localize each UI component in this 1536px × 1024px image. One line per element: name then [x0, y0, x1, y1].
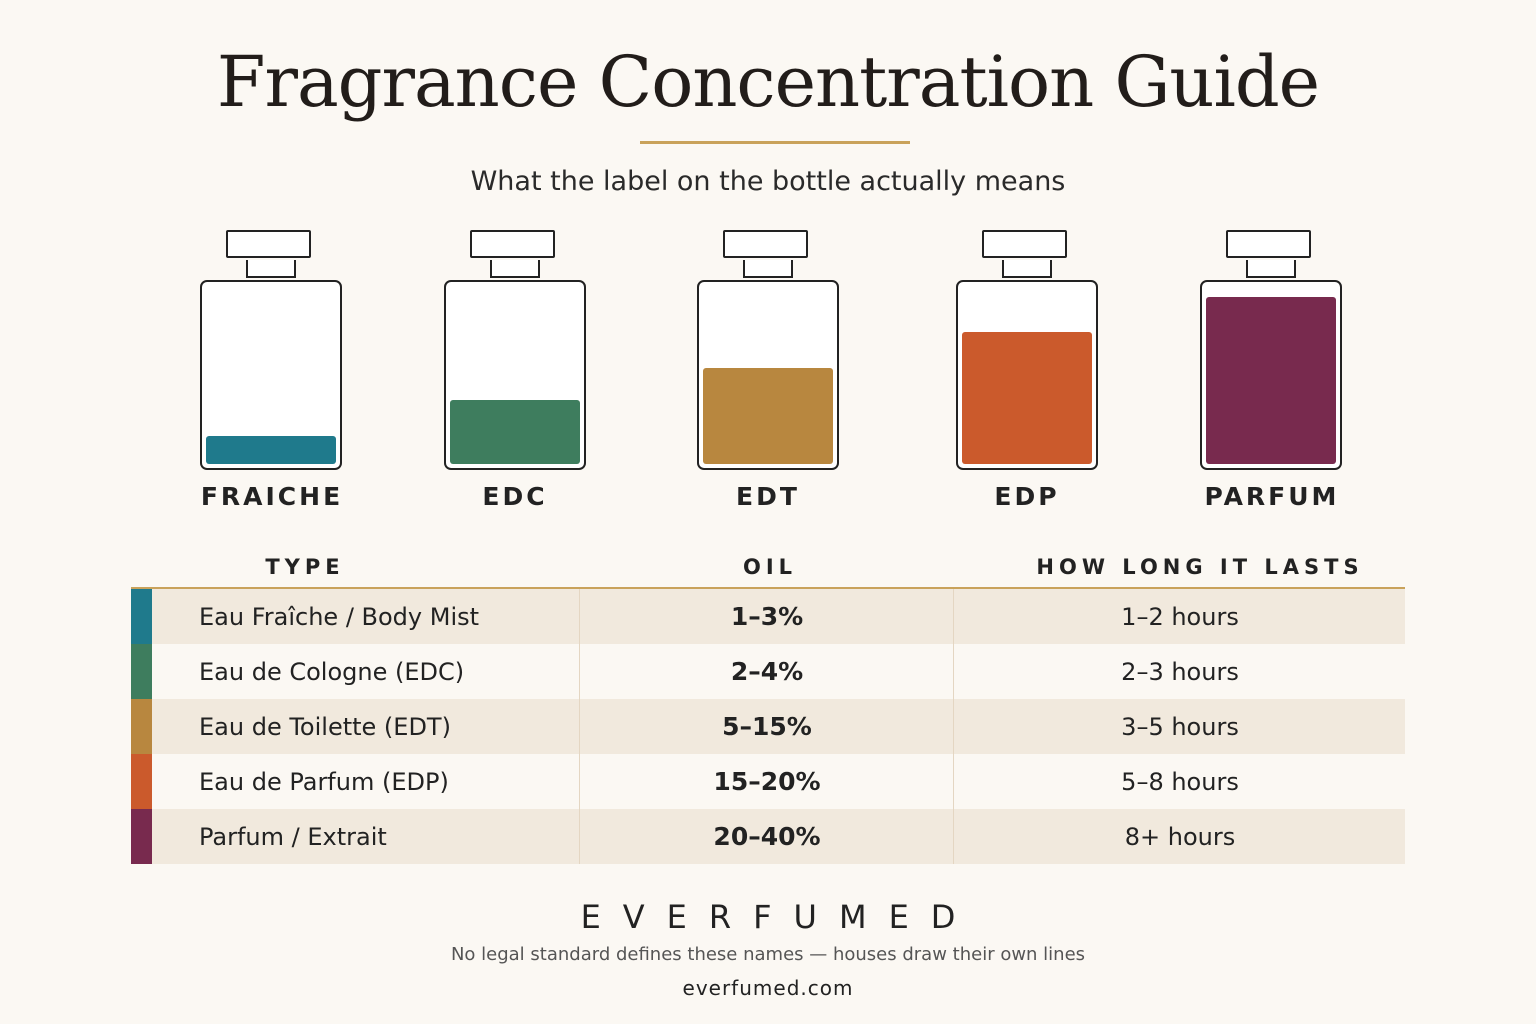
- footnote: No legal standard defines these names — …: [450, 944, 1086, 965]
- title-divider: [640, 141, 910, 144]
- cell-type: Parfum / Extrait: [199, 822, 387, 851]
- cell-type: Eau de Toilette (EDT): [199, 712, 451, 741]
- bottle-edc: [444, 230, 588, 470]
- table-row: Eau Fraîche / Body Mist 1–3% 1–2 hours: [131, 589, 1405, 644]
- bottle-cap: [226, 230, 311, 258]
- bottle-body: [697, 280, 839, 470]
- bottle-body: [444, 280, 586, 470]
- bottle-liquid: [962, 332, 1092, 464]
- cell-lasts: 1–2 hours: [953, 589, 1406, 644]
- bottle-parfum: [1200, 230, 1344, 470]
- cell-oil: 20–40%: [579, 809, 954, 864]
- bottle-neck: [1002, 260, 1052, 278]
- bottle-cap: [1226, 230, 1311, 258]
- bottle-body: [200, 280, 342, 470]
- bottle-neck: [1246, 260, 1296, 278]
- bottle-edt: [697, 230, 841, 470]
- bottle-label: FRAICHE: [200, 482, 344, 511]
- cell-lasts: 5–8 hours: [953, 754, 1406, 809]
- brand-wordmark: EVERFUMED: [580, 898, 978, 936]
- bottle-cap: [470, 230, 555, 258]
- cell-type: Eau de Cologne (EDC): [199, 657, 465, 686]
- column-header-type: TYPE: [265, 555, 345, 579]
- cell-oil: 5–15%: [579, 699, 954, 754]
- bottle-illustrations: FRAICHE EDC EDT EDP PARFUM: [200, 230, 1344, 511]
- color-swatch: [131, 754, 152, 809]
- color-swatch: [131, 699, 152, 754]
- page-title: Fragrance Concentration Guide: [216, 41, 1320, 123]
- cell-oil: 2–4%: [579, 644, 954, 699]
- color-swatch: [131, 644, 152, 699]
- bottle-neck: [246, 260, 296, 278]
- bottle-liquid: [450, 400, 580, 464]
- table-row: Parfum / Extrait 20–40% 8+ hours: [131, 809, 1405, 864]
- bottle-liquid: [1206, 297, 1336, 464]
- bottle-liquid: [206, 436, 336, 464]
- bottle-label: EDP: [994, 482, 1060, 511]
- table-row: Eau de Cologne (EDC) 2–4% 2–3 hours: [131, 644, 1405, 699]
- bottle-label: EDT: [736, 482, 800, 511]
- bottle-body: [956, 280, 1098, 470]
- bottle-label: PARFUM: [1204, 482, 1340, 511]
- bottle-cap: [982, 230, 1067, 258]
- cell-type: Eau Fraîche / Body Mist: [199, 602, 480, 631]
- table-header-rule: [131, 587, 1405, 589]
- color-swatch: [131, 809, 152, 864]
- concentration-table: Eau Fraîche / Body Mist 1–3% 1–2 hours E…: [131, 589, 1405, 864]
- cell-oil: 15–20%: [579, 754, 954, 809]
- site-link[interactable]: everfumed.com: [682, 976, 854, 1000]
- table-row: Eau de Toilette (EDT) 5–15% 3–5 hours: [131, 699, 1405, 754]
- bottle-liquid: [703, 368, 833, 464]
- bottle-label: EDC: [482, 482, 548, 511]
- cell-lasts: 8+ hours: [953, 809, 1406, 864]
- cell-lasts: 2–3 hours: [953, 644, 1406, 699]
- column-header-lasts: HOW LONG IT LASTS: [1036, 555, 1364, 579]
- bottle-edp: [956, 230, 1100, 470]
- page-subtitle: What the label on the bottle actually me…: [470, 166, 1066, 197]
- table-row: Eau de Parfum (EDP) 15–20% 5–8 hours: [131, 754, 1405, 809]
- bottle-neck: [490, 260, 540, 278]
- color-swatch: [131, 589, 152, 644]
- cell-oil: 1–3%: [579, 589, 954, 644]
- bottle-body: [1200, 280, 1342, 470]
- cell-lasts: 3–5 hours: [953, 699, 1406, 754]
- bottle-cap: [723, 230, 808, 258]
- bottle-neck: [743, 260, 793, 278]
- column-header-oil: OIL: [742, 555, 798, 579]
- cell-type: Eau de Parfum (EDP): [199, 767, 449, 796]
- bottle-fraiche: [200, 230, 344, 470]
